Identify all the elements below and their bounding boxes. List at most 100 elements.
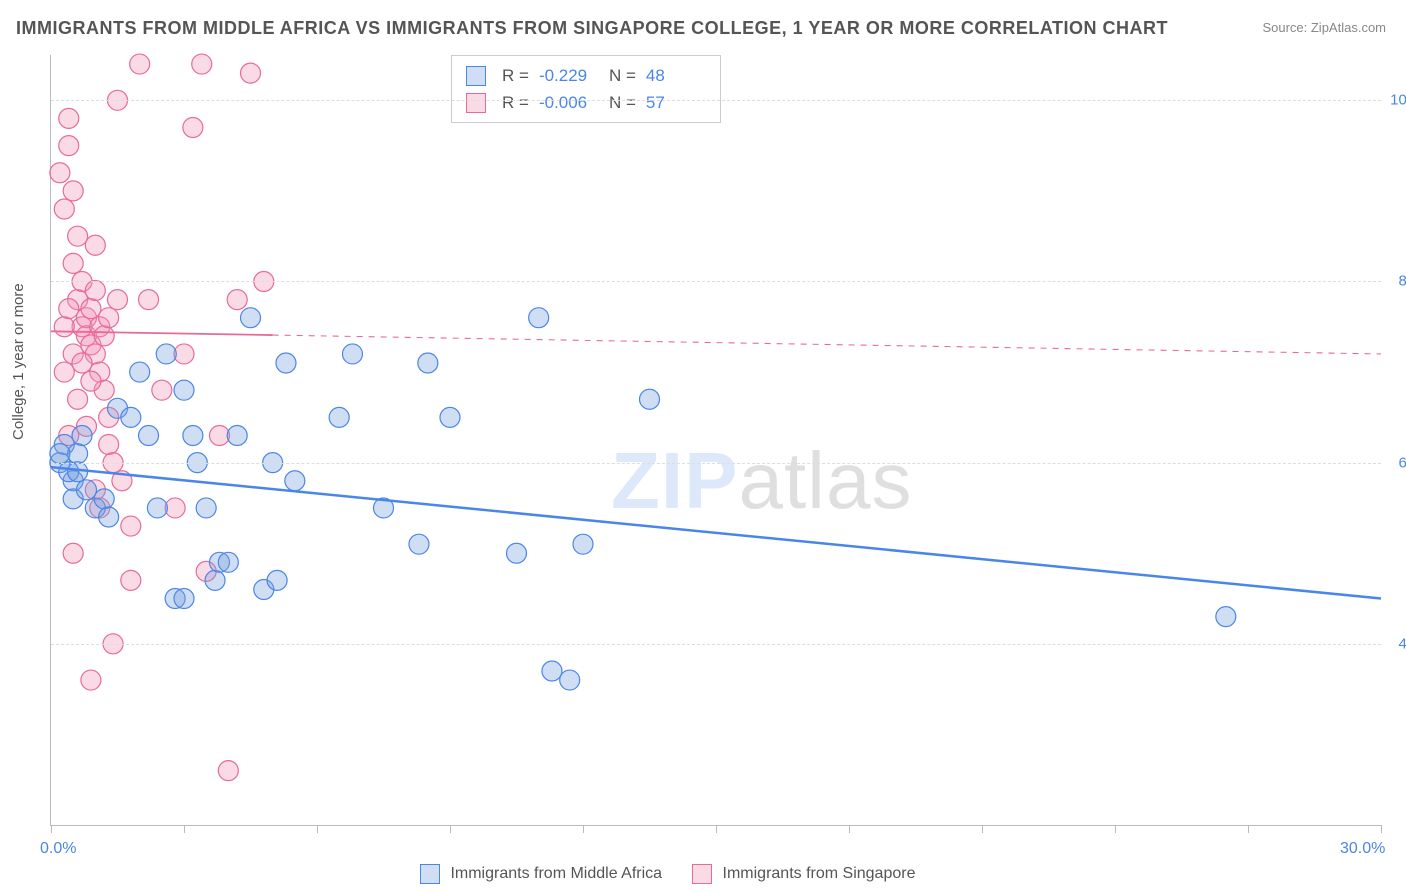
pink-point — [94, 326, 114, 346]
blue-point — [640, 389, 660, 409]
pink-point — [63, 543, 83, 563]
x-tick — [982, 825, 983, 833]
x-tick — [1381, 825, 1382, 833]
x-tick — [450, 825, 451, 833]
pink-point — [174, 344, 194, 364]
y-tick-label: 100.0% — [1390, 92, 1406, 109]
pink-point — [218, 761, 238, 781]
blue-point — [196, 498, 216, 518]
legend-pink-label: Immigrants from Singapore — [723, 865, 916, 882]
blue-point — [94, 489, 114, 509]
blue-trend-solid — [51, 467, 1381, 598]
legend-blue-label: Immigrants from Middle Africa — [450, 865, 662, 882]
pink-point — [68, 226, 88, 246]
pink-trend-dashed — [273, 335, 1381, 354]
swatch-blue-icon — [420, 864, 440, 884]
pink-point — [50, 163, 70, 183]
plot-area: R = -0.229 N = 48 R = -0.006 N = 57 ZIPa… — [50, 55, 1381, 826]
blue-point — [418, 353, 438, 373]
gridline — [51, 100, 1381, 101]
pink-point — [99, 308, 119, 328]
pink-point — [63, 253, 83, 273]
blue-point — [72, 425, 92, 445]
legend-item-blue: Immigrants from Middle Africa — [420, 864, 662, 884]
pink-point — [209, 425, 229, 445]
legend-row-pink: R = -0.006 N = 57 — [466, 89, 706, 116]
pink-point — [81, 299, 101, 319]
blue-point — [68, 444, 88, 464]
legend-r-label: R = — [502, 89, 529, 116]
pink-point — [59, 299, 79, 319]
blue-point — [573, 534, 593, 554]
blue-point — [440, 407, 460, 427]
x-tick — [583, 825, 584, 833]
pink-point — [152, 380, 172, 400]
blue-point — [276, 353, 296, 373]
x-tick — [51, 825, 52, 833]
pink-point — [241, 63, 261, 83]
legend-row-blue: R = -0.229 N = 48 — [466, 62, 706, 89]
x-tick-label-min: 0.0% — [40, 840, 76, 858]
blue-point — [183, 425, 203, 445]
legend-r-label: R = — [502, 62, 529, 89]
pink-point — [121, 570, 141, 590]
blue-point — [267, 570, 287, 590]
correlation-legend: R = -0.229 N = 48 R = -0.006 N = 57 — [451, 55, 721, 123]
scatter-svg — [51, 55, 1381, 825]
blue-point — [156, 344, 176, 364]
swatch-blue-icon — [466, 66, 486, 86]
pink-point — [130, 54, 150, 74]
pink-point — [108, 290, 128, 310]
gridline — [51, 463, 1381, 464]
legend-item-pink: Immigrants from Singapore — [692, 864, 915, 884]
y-tick-label: 40.0% — [1398, 635, 1406, 652]
blue-point — [174, 589, 194, 609]
pink-point — [139, 290, 159, 310]
blue-point — [147, 498, 167, 518]
pink-point — [68, 389, 88, 409]
blue-point — [342, 344, 362, 364]
y-tick-label: 60.0% — [1398, 454, 1406, 471]
blue-point — [409, 534, 429, 554]
pink-point — [192, 54, 212, 74]
pink-point — [54, 317, 74, 337]
y-axis-label: College, 1 year or more — [10, 283, 27, 440]
blue-point — [139, 425, 159, 445]
source-attribution: Source: ZipAtlas.com — [1262, 20, 1386, 35]
pink-point — [63, 181, 83, 201]
blue-point — [560, 670, 580, 690]
blue-point — [99, 507, 119, 527]
pink-point — [81, 670, 101, 690]
blue-point — [76, 480, 96, 500]
gridline — [51, 281, 1381, 282]
pink-point — [165, 498, 185, 518]
legend-n-label: N = — [609, 62, 636, 89]
pink-point — [59, 136, 79, 156]
legend-n-pink: 57 — [646, 89, 706, 116]
legend-r-blue: -0.229 — [539, 62, 599, 89]
blue-point — [50, 444, 70, 464]
chart-title: IMMIGRANTS FROM MIDDLE AFRICA VS IMMIGRA… — [16, 18, 1168, 39]
x-tick — [1248, 825, 1249, 833]
pink-point — [54, 362, 74, 382]
blue-point — [218, 552, 238, 572]
pink-point — [121, 516, 141, 536]
x-tick — [716, 825, 717, 833]
blue-point — [227, 425, 247, 445]
x-tick — [317, 825, 318, 833]
pink-point — [54, 199, 74, 219]
pink-point — [59, 108, 79, 128]
pink-point — [227, 290, 247, 310]
pink-point — [99, 435, 119, 455]
swatch-pink-icon — [466, 93, 486, 113]
blue-point — [205, 570, 225, 590]
blue-point — [241, 308, 261, 328]
legend-r-pink: -0.006 — [539, 89, 599, 116]
blue-point — [174, 380, 194, 400]
gridline — [51, 644, 1381, 645]
series-legend: Immigrants from Middle Africa Immigrants… — [420, 864, 915, 884]
pink-point — [72, 353, 92, 373]
legend-n-label: N = — [609, 89, 636, 116]
pink-point — [85, 281, 105, 301]
blue-point — [285, 471, 305, 491]
